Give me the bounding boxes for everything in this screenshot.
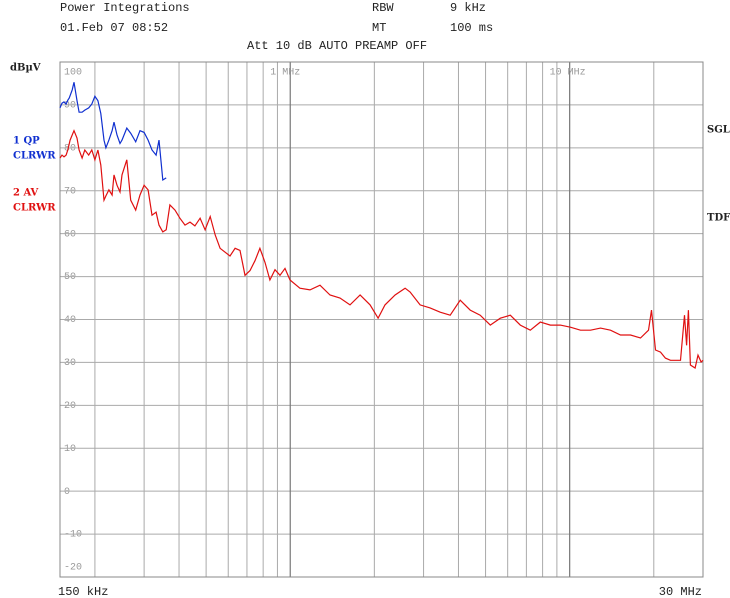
y-tick-label: 100 [64,68,82,79]
x-tick-label: 10 MHz [550,68,586,79]
legend-mode: CLRWR [13,203,56,214]
y-tick-label: 30 [64,358,76,369]
x-tick-label: 30 MHz [659,585,702,598]
legend-name: 1 QP [13,136,40,147]
legend-mode: CLRWR [13,151,56,162]
settings: Att 10 dB AUTO PREAMP OFF [247,39,427,53]
y-tick-label: -10 [64,530,82,541]
rbw-label: RBW [372,1,394,15]
tdf: TDF [707,213,730,224]
y-tick-label: -20 [64,563,82,574]
y-tick-label: 0 [64,487,70,498]
x-tick-label: 1 MHz [270,68,300,79]
rbw-value: 9 kHz [450,1,486,15]
y-tick-label: 70 [64,186,76,197]
mt-label: MT [372,21,386,35]
trace [59,82,167,182]
legend-name: 2 AV [13,188,38,199]
y-tick-label: 80 [64,143,76,154]
x-tick-label: 150 kHz [58,585,108,598]
trace [59,129,704,369]
mt-value: 100 ms [450,21,493,35]
sgl: SGL [707,125,730,136]
y-tick-label: 60 [64,229,76,240]
y-tick-label: 40 [64,315,76,326]
y-unit: dBµV [10,63,41,74]
y-tick-label: 10 [64,444,76,455]
plot-frame [59,61,704,578]
y-tick-label: 20 [64,401,76,412]
date: 01.Feb 07 08:52 [60,21,168,35]
y-tick-label: 50 [64,272,76,283]
company: Power Integrations [60,1,190,15]
y-tick-label: 90 [64,101,76,112]
